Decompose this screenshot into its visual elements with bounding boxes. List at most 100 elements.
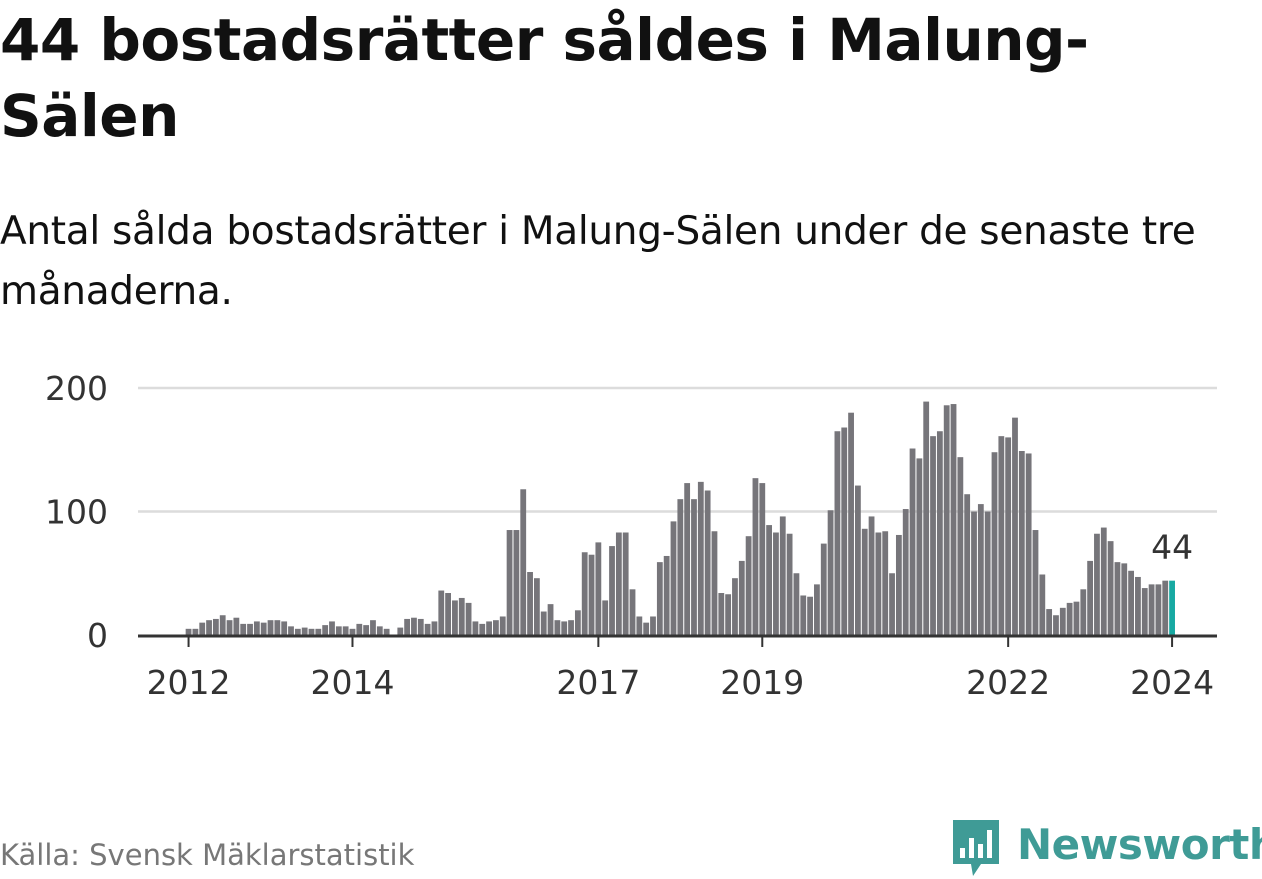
bar <box>192 628 199 635</box>
bar <box>650 616 656 635</box>
bar <box>1141 588 1148 635</box>
bar <box>1059 607 1066 635</box>
bar <box>568 620 574 635</box>
bar <box>370 620 376 635</box>
bar <box>964 494 971 635</box>
bar <box>424 623 431 635</box>
bar <box>540 611 547 635</box>
bar <box>718 593 725 635</box>
bar <box>957 457 964 635</box>
bar <box>677 499 684 635</box>
newsworthy-logo: Newsworthy <box>951 818 1262 878</box>
bar <box>855 485 861 635</box>
bar <box>950 404 957 635</box>
bar <box>656 562 663 635</box>
bar <box>916 458 923 635</box>
brand-name: Newsworthy <box>1017 820 1262 869</box>
bar <box>417 618 424 635</box>
bar <box>895 534 902 635</box>
bar <box>882 531 889 635</box>
bar <box>315 628 322 635</box>
bar <box>1114 562 1121 635</box>
bar <box>513 530 520 635</box>
bar-chart: 0 100 200 2012 2014 2017 2019 2022 2024 44 <box>45 369 1217 702</box>
bar <box>732 578 738 635</box>
bar <box>1128 570 1134 635</box>
bar <box>397 627 404 635</box>
bar <box>342 626 349 635</box>
highlight-value-label: 44 <box>1151 528 1193 567</box>
bar <box>356 623 363 635</box>
bar <box>499 616 506 635</box>
bar <box>745 536 752 635</box>
x-tick-label: 2017 <box>556 663 640 702</box>
bar <box>219 615 226 635</box>
bar <box>438 590 445 635</box>
bar <box>800 595 807 635</box>
bar <box>479 623 486 635</box>
bar <box>1148 584 1155 635</box>
bar-highlight <box>1169 580 1175 635</box>
bar <box>383 628 390 635</box>
bar <box>267 620 274 635</box>
bar <box>622 532 629 635</box>
bar <box>1094 533 1100 635</box>
bar <box>1135 576 1141 635</box>
bar <box>691 499 697 635</box>
bar <box>431 621 438 635</box>
bar <box>1053 615 1059 635</box>
bar <box>998 436 1005 635</box>
bar <box>185 628 192 635</box>
bar <box>547 604 554 636</box>
bar <box>1032 530 1039 635</box>
bar <box>595 542 602 636</box>
bar <box>1107 541 1114 635</box>
bar <box>814 584 820 635</box>
bar <box>452 600 458 635</box>
bar <box>574 610 581 635</box>
bar <box>1100 527 1107 635</box>
bar <box>752 478 759 635</box>
x-tick-label: 2022 <box>966 663 1050 702</box>
y-tick-label: 100 <box>45 493 108 532</box>
bar <box>704 490 711 635</box>
bar <box>247 623 253 635</box>
bar <box>294 628 301 635</box>
bar <box>930 436 936 635</box>
bar <box>786 533 793 635</box>
bar <box>226 620 233 635</box>
bar <box>329 621 335 635</box>
bar <box>308 628 315 635</box>
bar <box>335 626 342 635</box>
bar <box>820 543 827 635</box>
bar <box>602 600 609 635</box>
bar <box>834 431 841 635</box>
bar <box>253 621 260 635</box>
bar <box>588 554 595 635</box>
bar <box>1121 563 1128 635</box>
x-tick-label: 2012 <box>147 663 231 702</box>
bar <box>288 626 294 635</box>
chart-subtitle: Antal sålda bostadsrätter i Malung-Sälen… <box>0 209 1196 314</box>
bar <box>376 626 383 635</box>
bar <box>971 511 977 635</box>
bar <box>889 573 895 635</box>
bar <box>349 628 356 635</box>
y-tick-label: 0 <box>87 616 108 655</box>
bar <box>909 448 916 635</box>
bar <box>977 504 984 635</box>
bar <box>1162 580 1169 635</box>
bar <box>943 405 950 635</box>
bar <box>1012 417 1018 635</box>
bar <box>1073 601 1080 635</box>
bar <box>1005 437 1012 635</box>
bar <box>301 627 308 635</box>
bar <box>759 483 766 635</box>
bar <box>520 489 527 635</box>
newsworthy-logo-icon <box>953 820 999 876</box>
bar <box>472 621 479 635</box>
bar <box>861 528 868 635</box>
bar <box>533 578 540 635</box>
bar <box>206 620 212 635</box>
bar <box>274 620 281 635</box>
